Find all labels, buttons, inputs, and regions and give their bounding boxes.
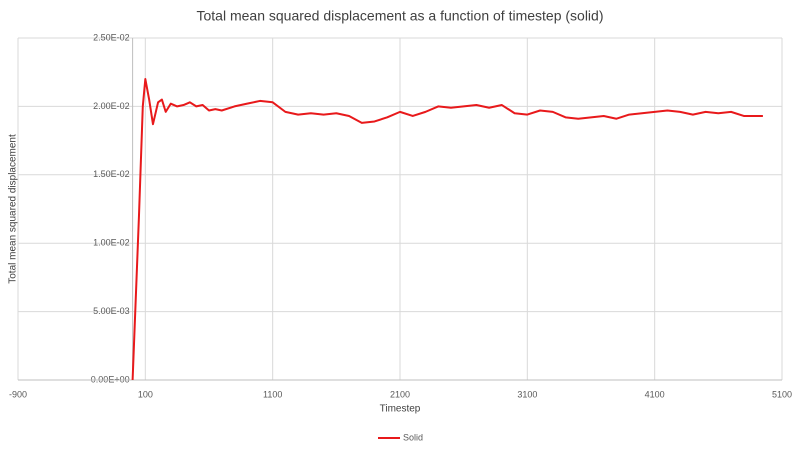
y-tick-label: 2.00E-02 xyxy=(93,101,130,111)
y-tick-label: 1.00E-02 xyxy=(93,238,130,248)
y-tick-label: 2.50E-02 xyxy=(93,32,130,42)
x-tick-label: 1100 xyxy=(263,389,282,399)
y-tick-label: 0.00E+00 xyxy=(91,374,130,384)
x-tick-label: 3100 xyxy=(517,389,537,399)
y-axis-title: Total mean squared displacement xyxy=(8,134,19,284)
x-tick-label: 2100 xyxy=(390,389,410,399)
x-tick-label: -900 xyxy=(9,389,27,399)
x-tick-label: 100 xyxy=(138,389,153,399)
chart-title: Total mean squared displacement as a fun… xyxy=(197,8,604,24)
data-line xyxy=(131,78,763,381)
y-tick-label: 1.50E-02 xyxy=(93,169,130,179)
legend-label: Solid xyxy=(403,432,423,442)
x-tick-label: 4100 xyxy=(645,389,665,399)
x-axis-title: Timestep xyxy=(380,404,421,415)
x-tick-label: 5100 xyxy=(772,389,792,399)
y-tick-label: 5.00E-03 xyxy=(93,306,130,316)
